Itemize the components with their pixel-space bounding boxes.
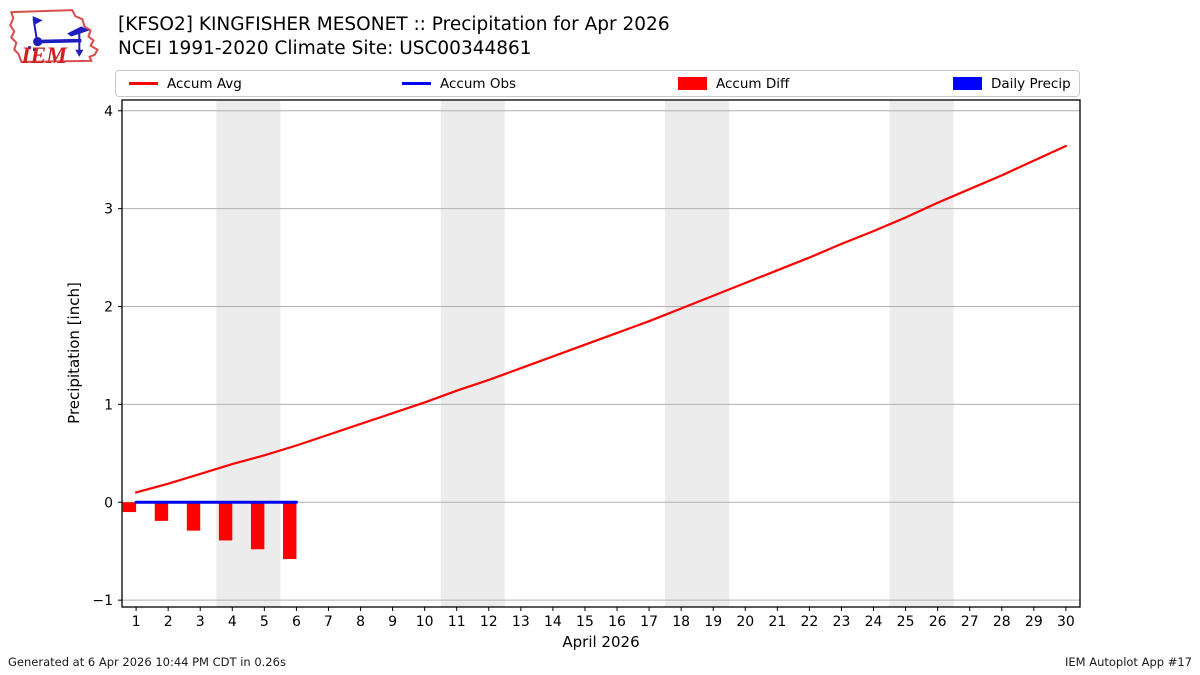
legend-label: Daily Precip bbox=[991, 75, 1071, 92]
chart-title: [KFSO2] KINGFISHER MESONET :: Precipitat… bbox=[118, 13, 670, 61]
svg-text:4: 4 bbox=[104, 104, 113, 120]
svg-text:7: 7 bbox=[324, 614, 333, 630]
series-accum-avg bbox=[135, 144, 1067, 494]
series-accum-diff bbox=[122, 502, 297, 560]
svg-text:9: 9 bbox=[388, 614, 397, 630]
svg-text:21: 21 bbox=[768, 614, 786, 630]
svg-text:12: 12 bbox=[480, 614, 498, 630]
svg-text:19: 19 bbox=[704, 614, 722, 630]
svg-text:16: 16 bbox=[608, 614, 626, 630]
legend-patch-swatch bbox=[678, 77, 707, 90]
legend-line-swatch bbox=[129, 82, 158, 85]
legend-line-swatch bbox=[402, 82, 431, 85]
svg-text:17: 17 bbox=[640, 614, 658, 630]
svg-text:2: 2 bbox=[164, 614, 173, 630]
legend-patch-swatch bbox=[953, 77, 982, 90]
svg-text:23: 23 bbox=[833, 614, 851, 630]
plot-frame bbox=[121, 99, 1081, 608]
y-axis-label: Precipitation [inch] bbox=[65, 282, 83, 424]
chart-title-line1: [KFSO2] KINGFISHER MESONET :: Precipitat… bbox=[118, 14, 670, 35]
iem-logo: IEM bbox=[9, 9, 99, 68]
legend-label: Accum Avg bbox=[167, 75, 242, 92]
svg-text:3: 3 bbox=[104, 202, 113, 218]
svg-text:5: 5 bbox=[260, 614, 269, 630]
app-credit: IEM Autoplot App #17 bbox=[1064, 655, 1192, 669]
svg-text:8: 8 bbox=[356, 614, 365, 630]
svg-text:−1: −1 bbox=[92, 593, 113, 609]
svg-text:18: 18 bbox=[672, 614, 690, 630]
svg-text:22: 22 bbox=[800, 614, 818, 630]
svg-text:15: 15 bbox=[576, 614, 594, 630]
svg-text:24: 24 bbox=[865, 614, 883, 630]
svg-text:11: 11 bbox=[448, 614, 466, 630]
svg-text:28: 28 bbox=[993, 614, 1011, 630]
svg-text:2: 2 bbox=[104, 300, 113, 316]
svg-text:13: 13 bbox=[512, 614, 530, 630]
svg-text:10: 10 bbox=[416, 614, 434, 630]
svg-text:1: 1 bbox=[132, 614, 141, 630]
svg-text:3: 3 bbox=[196, 614, 205, 630]
svg-text:27: 27 bbox=[961, 614, 979, 630]
y-axis: −1 0 1 2 3 4 bbox=[92, 104, 122, 609]
svg-text:29: 29 bbox=[1025, 614, 1043, 630]
svg-text:25: 25 bbox=[897, 614, 915, 630]
chart-title-line2: NCEI 1991-2020 Climate Site: USC00344861 bbox=[118, 38, 532, 59]
generated-timestamp: Generated at 6 Apr 2026 10:44 PM CDT in … bbox=[8, 655, 286, 669]
legend-item-accum-obs: Accum Obs bbox=[402, 71, 516, 96]
svg-text:0: 0 bbox=[104, 495, 113, 511]
svg-text:1: 1 bbox=[104, 397, 113, 413]
svg-text:4: 4 bbox=[228, 614, 237, 630]
legend: Accum Avg Accum Obs Accum Diff Daily Precip bbox=[115, 70, 1080, 97]
x-axis-label: April 2026 bbox=[562, 633, 640, 651]
iowa-outline-shape bbox=[9, 9, 99, 63]
weather-vane-icon bbox=[27, 16, 90, 57]
legend-item-accum-avg: Accum Avg bbox=[129, 71, 242, 96]
legend-item-daily-precip: Daily Precip bbox=[953, 71, 1071, 96]
legend-label: Accum Obs bbox=[440, 75, 517, 92]
svg-text:26: 26 bbox=[929, 614, 947, 630]
legend-label: Accum Diff bbox=[716, 75, 790, 92]
svg-text:20: 20 bbox=[736, 614, 754, 630]
svg-text:30: 30 bbox=[1057, 614, 1075, 630]
x-axis: 1 2 3 4 5 6 7 8 9 10 11 12 13 14 15 16 17 18 19 20 21 22 23 24 2… bbox=[132, 607, 1075, 630]
legend-item-accum-diff: Accum Diff bbox=[678, 71, 789, 96]
logo-text: IEM bbox=[20, 43, 68, 68]
weekend-bands bbox=[216, 100, 954, 607]
svg-text:6: 6 bbox=[292, 614, 301, 630]
svg-text:14: 14 bbox=[544, 614, 562, 630]
